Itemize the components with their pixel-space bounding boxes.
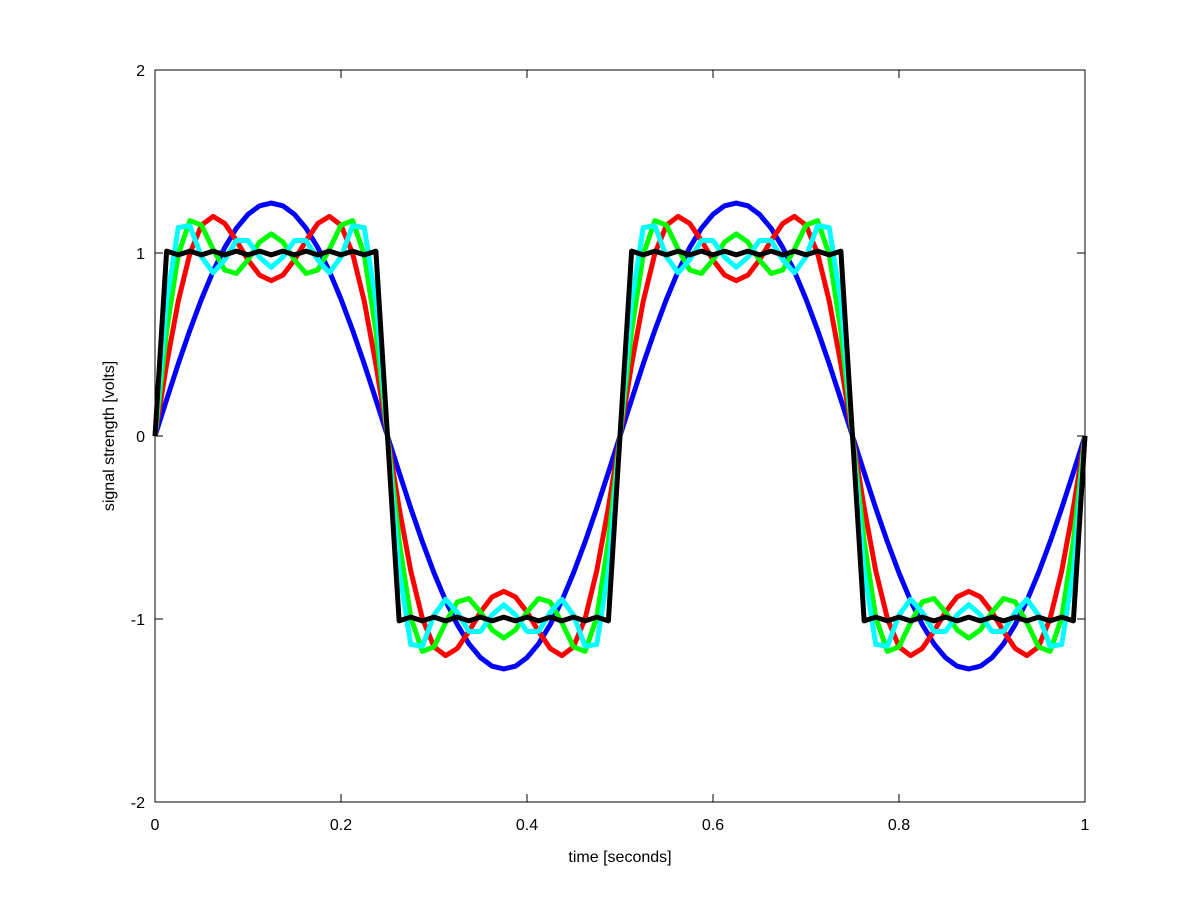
x-tick-label: 0.2 bbox=[330, 817, 352, 834]
series-line bbox=[152, 248, 1088, 624]
x-tick-label: 1 bbox=[1081, 817, 1090, 834]
y-tick-label: 1 bbox=[136, 246, 145, 263]
y-tick-label: -1 bbox=[131, 612, 145, 629]
x-tick-label: 0.8 bbox=[888, 817, 910, 834]
y-axis-label: signal strength [volts] bbox=[101, 361, 118, 511]
x-tick-label: 0.4 bbox=[516, 817, 538, 834]
x-axis-label: time [seconds] bbox=[568, 849, 671, 866]
x-tick-label: 0.6 bbox=[702, 817, 724, 834]
y-tick-label: 0 bbox=[136, 429, 145, 446]
y-tick-label: 2 bbox=[136, 63, 145, 80]
y-tick-label: -2 bbox=[131, 795, 145, 812]
x-tick-label: 0 bbox=[151, 817, 160, 834]
